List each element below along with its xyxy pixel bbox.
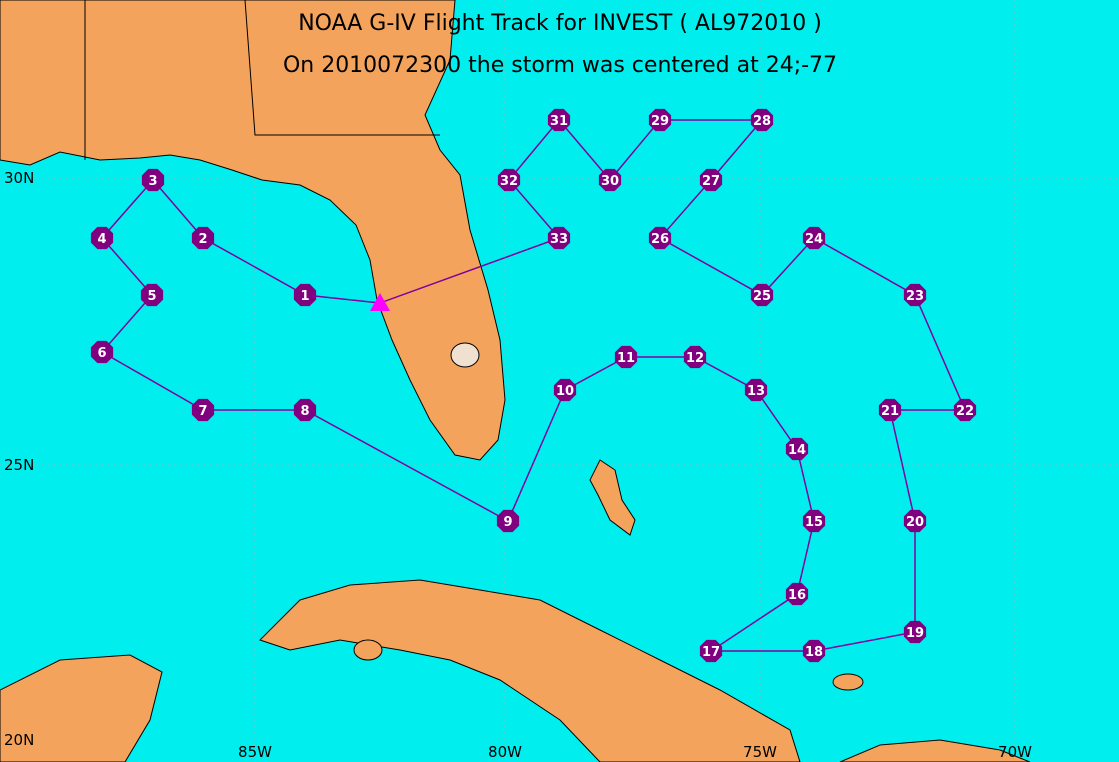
waypoint-marker (750, 283, 774, 307)
waypoint-marker (293, 283, 317, 307)
north-america (0, 0, 506, 461)
waypoint-label: 31 (550, 114, 568, 129)
lat-label: 30N (4, 169, 34, 187)
waypoint-label: 4 (97, 232, 106, 247)
waypoint-marker (293, 398, 317, 422)
waypoint-marker (598, 168, 622, 192)
waypoint-marker (750, 108, 774, 132)
waypoint-label: 2 (198, 232, 207, 247)
waypoint-marker (614, 345, 638, 369)
lon-label: 70W (998, 743, 1032, 761)
waypoint-label: 15 (805, 515, 823, 530)
waypoint-marker (496, 509, 520, 533)
waypoint-marker (802, 509, 826, 533)
waypoint-label: 28 (753, 114, 771, 129)
lat-label: 25N (4, 456, 34, 474)
lon-label: 85W (238, 743, 272, 761)
waypoint-label: 9 (503, 515, 512, 530)
waypoint-marker (90, 340, 114, 364)
waypoint-label: 30 (601, 174, 619, 189)
waypoint-label: 25 (753, 289, 771, 304)
waypoint-marker (191, 398, 215, 422)
island (353, 639, 383, 661)
waypoint-label: 18 (805, 645, 823, 660)
yucatan (0, 654, 163, 762)
waypoint-label: 22 (956, 404, 974, 419)
lake (450, 342, 480, 368)
waypoint-label: 12 (686, 351, 704, 366)
waypoint-marker (744, 378, 768, 402)
waypoint-label: 21 (881, 404, 899, 419)
cuba (259, 579, 801, 762)
waypoint-label: 20 (906, 515, 924, 530)
waypoint-label: 11 (617, 351, 635, 366)
waypoint-marker (648, 108, 672, 132)
lon-label: 75W (743, 743, 777, 761)
waypoint-label: 14 (788, 443, 806, 458)
lon-label: 80W (488, 743, 522, 761)
waypoint-label: 17 (702, 645, 720, 660)
waypoint-label: 16 (788, 588, 806, 603)
waypoint-label: 19 (906, 626, 924, 641)
waypoint-label: 6 (97, 346, 106, 361)
hispaniola (839, 739, 1031, 762)
waypoint-label: 13 (747, 384, 765, 399)
waypoint-label: 8 (300, 404, 309, 419)
waypoint-marker (140, 283, 164, 307)
waypoint-marker (785, 582, 809, 606)
waypoint-marker (648, 226, 672, 250)
base-marker (370, 293, 390, 311)
waypoint-label: 7 (198, 404, 207, 419)
waypoint-marker (785, 437, 809, 461)
waypoint-marker (191, 226, 215, 250)
waypoint-label: 3 (148, 174, 157, 189)
andros (589, 459, 636, 536)
waypoint-marker (903, 509, 927, 533)
waypoint-marker (878, 398, 902, 422)
waypoint-label: 1 (300, 289, 309, 304)
waypoint-label: 5 (147, 289, 156, 304)
lat-label: 20N (4, 731, 34, 749)
island (832, 673, 864, 691)
waypoint-marker (497, 168, 521, 192)
title: NOAA G-IV Flight Track for INVEST ( AL97… (298, 11, 822, 36)
waypoint-label: 29 (651, 114, 669, 129)
waypoint-marker (953, 398, 977, 422)
waypoint-label: 26 (651, 232, 669, 247)
waypoint-marker (699, 639, 723, 663)
waypoint-marker (802, 639, 826, 663)
waypoint-marker (141, 168, 165, 192)
waypoint-label: 24 (805, 232, 823, 247)
waypoint-marker (903, 283, 927, 307)
waypoint-marker (903, 620, 927, 644)
waypoint-label: 27 (702, 174, 720, 189)
waypoint-marker (547, 226, 571, 250)
subtitle: On 2010072300 the storm was centered at … (283, 53, 837, 78)
waypoint-marker (683, 345, 707, 369)
waypoint-marker (547, 108, 571, 132)
waypoint-label: 10 (556, 384, 574, 399)
state-border (244, 0, 440, 136)
waypoint-label: 32 (500, 174, 518, 189)
waypoint-marker (699, 168, 723, 192)
land (0, 0, 1031, 762)
waypoint-marker (553, 378, 577, 402)
waypoint-marker (802, 226, 826, 250)
waypoint-label: 23 (906, 289, 924, 304)
waypoint-label: 33 (550, 232, 568, 247)
waypoint-marker (90, 226, 114, 250)
